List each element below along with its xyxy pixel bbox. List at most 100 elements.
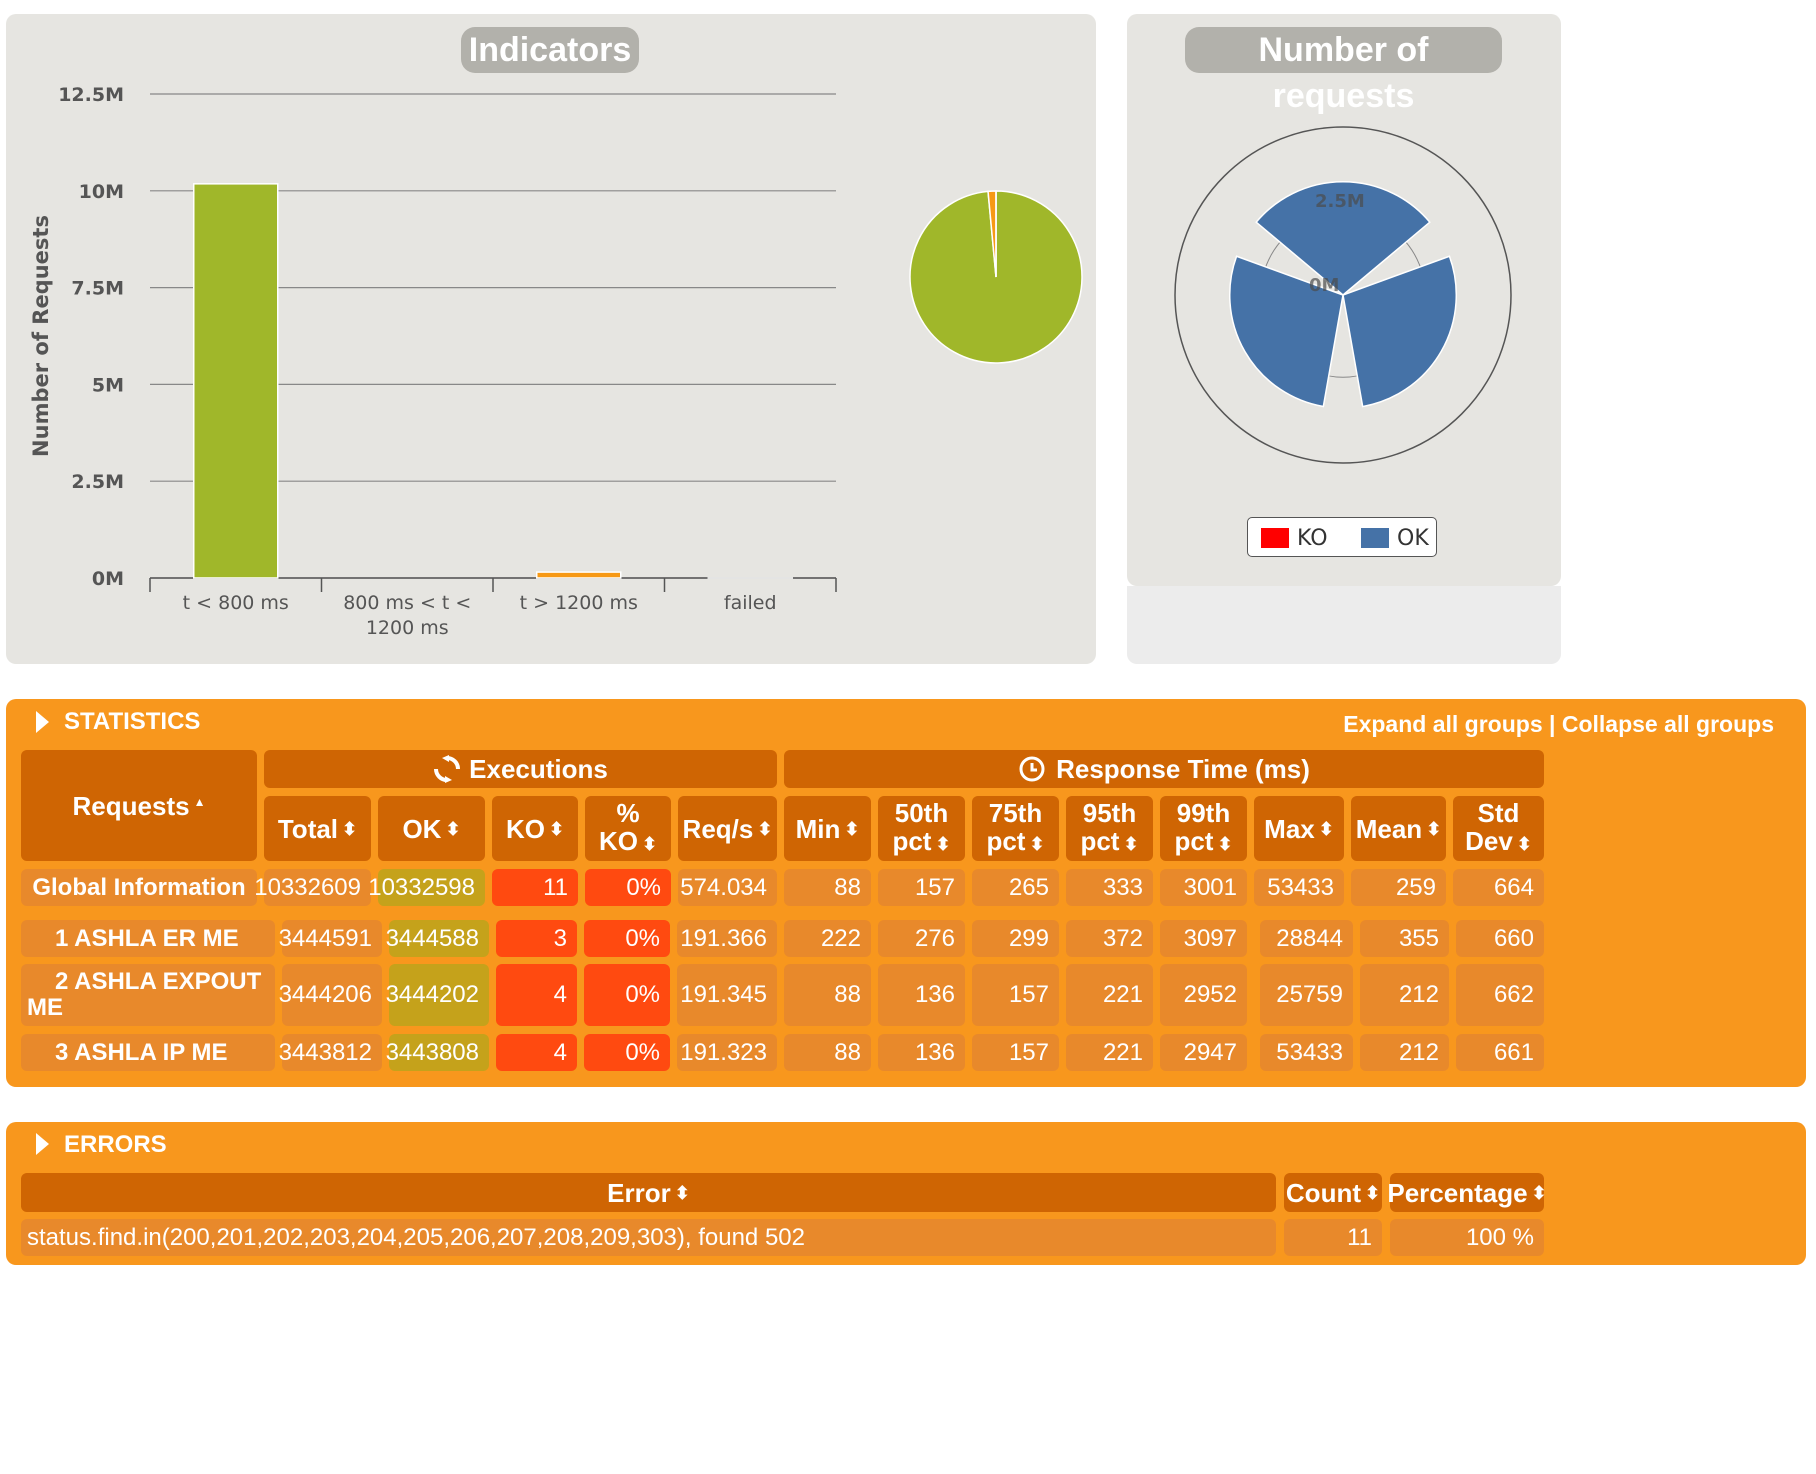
col-p99-line-2: pct ⬍ [1174,827,1232,858]
col-mean[interactable]: Mean ⬍ [1351,796,1446,861]
sort-icon: ⬍ [757,818,773,839]
col-std-dev[interactable]: Std Dev ⬍ [1453,796,1544,861]
x-tick-label: 1200 ms [366,617,449,639]
table-row-name[interactable]: 1 ASHLA ER ME [21,920,275,957]
expand-all-groups-link[interactable]: Expand all groups [1343,711,1543,737]
table-row-name[interactable]: 2 ASHLA EXPOUT ME [21,964,275,1026]
col-req-per-sec[interactable]: Req/s ⬍ [678,796,777,861]
indicators-panel [6,14,1096,664]
cell-min: 88 [784,964,871,1026]
sort-icon: ⬍ [548,818,565,839]
indicators-pie-chart [909,190,1083,364]
statistics-section: STATISTICS Expand all groups | Collapse … [6,699,1806,1087]
row-name-label: Global Information [32,873,246,901]
collapse-all-groups-link[interactable]: Collapse all groups [1561,711,1774,737]
sort-icon: ⬍ [1516,834,1532,854]
sort-icon: ⬍ [1029,834,1045,854]
table-row-name: Global Information [21,869,257,906]
links-separator: | [1549,711,1556,737]
sort-icon: ⬍ [1123,834,1139,854]
col-p99-label-1: 99th [1176,798,1231,828]
cell-p50: 276 [878,920,965,957]
cell-total: 3444591 [279,920,382,957]
statistics-toggle-icon[interactable] [36,711,49,733]
col-count-label: Count [1285,1177,1361,1208]
row-name-label: 3 ASHLA IP ME [55,1038,228,1066]
col-percentage[interactable]: Percentage ⬍ [1387,1173,1547,1212]
legend-swatch-ok [1361,528,1389,548]
error-percentage: 100 % [1390,1219,1544,1256]
col-ok[interactable]: OK ⬍ [378,796,485,861]
col-max-label: Max [1264,813,1315,844]
response-time-label: Response Time (ms) [1056,754,1310,784]
col-min[interactable]: Min ⬍ [784,796,871,861]
cell-p95: 333 [1066,869,1153,906]
sort-icon: ⬍ [1365,1182,1381,1203]
polar-bar [1255,181,1431,296]
col-req-per-sec-label: Req/s [682,813,754,844]
col-requests-label: Requests [72,790,190,821]
col-p95-line-2: pct ⬍ [1080,827,1138,858]
col-max[interactable]: Max ⬍ [1254,796,1344,861]
cell-percent-ko: 0% [585,869,671,906]
cell-req-per-sec: 191.323 [677,1034,777,1071]
cell-mean: 355 [1360,920,1449,957]
x-tick-label: 800 ms < t < [343,592,471,614]
polar-r-label: 0M [1309,275,1339,296]
col-error[interactable]: Error ⬍ [21,1173,1276,1212]
col-min-label: Min [795,813,841,844]
cell-total: 10332609 [254,869,371,906]
col-percent-ko-line-2: KO ⬍ [599,827,657,858]
cell-ko: 4 [496,964,577,1026]
cell-p99: 3001 [1160,869,1247,906]
response-time-header: Response Time (ms) [784,750,1544,788]
col-p50-label-2: pct [892,826,932,856]
bar [536,571,622,579]
requests-polar-chart: 2.5M 0M [1174,126,1512,464]
col-p50[interactable]: 50th pct ⬍ [878,796,965,861]
sort-icon: ⬍ [1318,818,1334,839]
polar-bar [1342,255,1457,408]
cell-ko: 11 [492,869,578,906]
errors-title[interactable]: ERRORS [64,1131,167,1158]
col-total[interactable]: Total ⬍ [264,796,371,861]
cell-max: 28844 [1260,920,1353,957]
polar-bar [1229,255,1344,408]
col-requests[interactable]: Requests ▲ [21,750,257,861]
col-percent-ko[interactable]: % KO ⬍ [585,796,671,861]
cell-ko: 4 [496,1034,577,1071]
col-count[interactable]: Count ⬍ [1284,1173,1382,1212]
cell-percent-ko: 0% [584,920,670,957]
col-p99[interactable]: 99th pct ⬍ [1160,796,1247,861]
requests-title: Number of requests [1185,27,1502,115]
legend-item-ko[interactable]: KO [1261,526,1328,551]
cell-ok: 3444588 [386,920,489,957]
polar-outer-ring [1174,126,1512,464]
executions-icon [434,755,461,783]
y-tick-label: 2.5M [71,471,124,493]
cell-ko: 3 [496,920,577,957]
cell-min: 222 [784,920,871,957]
legend-item-ok[interactable]: OK [1361,526,1429,551]
errors-toggle-icon[interactable] [36,1133,49,1155]
y-tick-label: 7.5M [71,278,124,300]
row-name-label: 1 ASHLA ER ME [55,924,239,952]
col-ko[interactable]: KO ⬍ [492,796,578,861]
cell-min: 88 [784,1034,871,1071]
col-p50-label-1: 50th [894,798,949,828]
col-p95[interactable]: 95th pct ⬍ [1066,796,1153,861]
row-name-label-1: 2 ASHLA EXPOUT [55,968,262,995]
sort-icon: ⬍ [674,1182,690,1203]
table-row-name[interactable]: 3 ASHLA IP ME [21,1034,275,1071]
cell-p99: 2952 [1160,964,1247,1026]
col-p75[interactable]: 75th pct ⬍ [972,796,1059,861]
cell-percent-ko: 0% [584,1034,670,1071]
cell-p95: 372 [1066,920,1153,957]
sort-icon: ⬍ [1531,1182,1547,1203]
statistics-title[interactable]: STATISTICS [64,708,201,735]
cell-ok: 10332598 [368,869,485,906]
col-ok-label: OK [402,813,442,844]
row-name-label-2: ME [27,994,63,1021]
y-axis-label: Number of Requests [29,215,53,457]
col-p95-label-2: pct [1080,826,1120,856]
